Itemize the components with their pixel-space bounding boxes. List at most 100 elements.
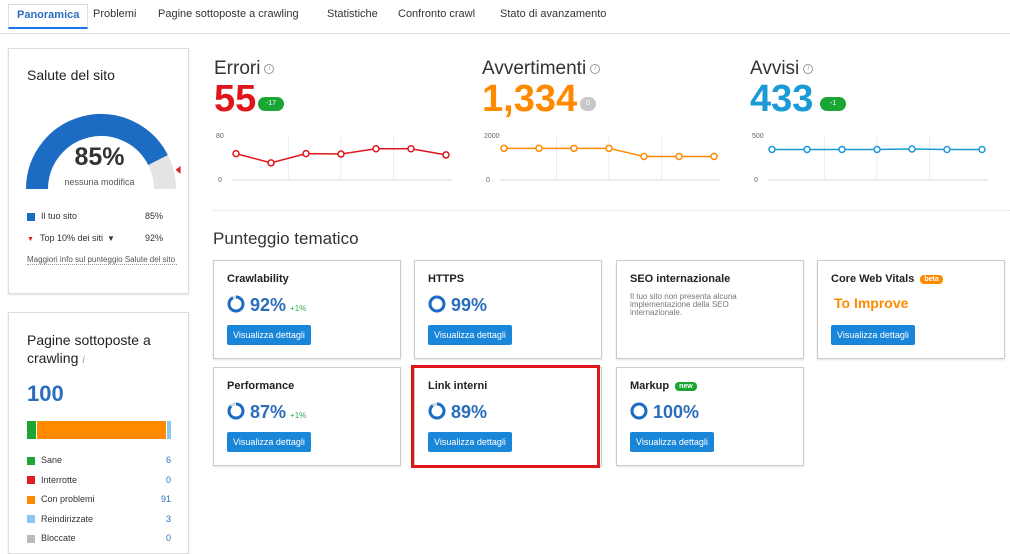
info-icon[interactable]: i — [803, 63, 814, 74]
crawled-legend-count[interactable]: 0 — [165, 533, 171, 543]
health-more-info-link[interactable]: Maggiori info sul punteggio Salute del s… — [27, 255, 177, 265]
card-note: Il tuo sito non presenta alcuna implemen… — [630, 292, 737, 317]
view-details-button[interactable]: Visualizza dettagli — [227, 432, 311, 452]
crawled-legend-count[interactable]: 91 — [160, 494, 171, 504]
crawled-pages-bar — [27, 421, 172, 439]
data-point — [605, 144, 613, 153]
card-score: 100% — [630, 402, 699, 423]
site-health-subtext: nessuna modifica — [64, 177, 135, 187]
y-tick-max: 500 — [752, 133, 764, 140]
card-status: To Improve — [834, 295, 909, 311]
card-crawlability: Crawlability 92% +1% Visualizza dettagli — [213, 260, 401, 359]
card-title: Crawlability — [227, 273, 289, 285]
card-title: SEO internazionale — [630, 273, 731, 285]
info-icon[interactable]: i — [82, 355, 85, 366]
metric-title: Avvertimenti i — [482, 58, 601, 80]
tab-problemi[interactable]: Problemi — [93, 8, 137, 20]
crawled-legend-item: Sane — [27, 455, 62, 465]
progress-ring-icon — [428, 295, 446, 313]
data-point — [535, 144, 543, 153]
card-title: Performance — [227, 380, 295, 392]
card-core-web-vitals: Core Web Vitals beta To Improve Visualizz… — [817, 260, 1005, 359]
card-title: Markup new — [630, 380, 697, 392]
metric-delta-badge: -1 — [820, 97, 846, 111]
your-site-swatch — [27, 212, 35, 221]
data-point — [267, 159, 275, 167]
tab-statistiche[interactable]: Statistiche — [327, 8, 378, 20]
data-point — [232, 149, 240, 158]
view-details-button[interactable]: Visualizza dettagli — [227, 325, 311, 345]
data-point — [710, 152, 718, 161]
data-point — [640, 152, 648, 161]
legend-your-site: Il tuo sito — [27, 211, 77, 221]
site-health-gauge — [26, 114, 181, 190]
card-seo-internazionale: SEO internazionale Il tuo sito non prese… — [616, 260, 804, 359]
site-health-card: Salute del sito 85% nessuna modifica Il … — [8, 48, 189, 294]
metric-title: Errori i — [214, 58, 275, 80]
legend-your-site-value: 85% — [145, 211, 164, 221]
metric-sparkline: 2000 0 — [484, 133, 720, 184]
card-markup: Markup new 100% Visualizza dettagli — [616, 367, 804, 466]
metric-value[interactable]: 1,334 — [482, 78, 578, 120]
legend-top10-value: 92% — [145, 233, 164, 243]
legend-swatch — [27, 495, 35, 504]
view-details-button[interactable]: Visualizza dettagli — [630, 432, 714, 452]
legend-top10[interactable]: ▼ Top 10% dei siti ▼ — [27, 233, 115, 243]
tab-bar: Panoramica Problemi Pagine sottoposte a … — [0, 0, 1010, 34]
metric-title: Avvisi i — [750, 58, 814, 80]
new-badge: new — [675, 381, 697, 391]
crawled-legend-count[interactable]: 3 — [165, 513, 171, 524]
view-details-button[interactable]: Visualizza dettagli — [428, 432, 512, 452]
data-point — [803, 145, 811, 154]
beta-badge: beta — [920, 274, 943, 284]
y-tick-max: 80 — [216, 133, 224, 140]
data-point — [978, 145, 986, 154]
chevron-down-icon: ▼ — [106, 234, 115, 243]
crawled-legend-item: Bloccate — [27, 533, 76, 543]
crawled-pages-total: 100 — [27, 381, 64, 406]
triangle-down-icon: ▼ — [27, 236, 34, 243]
legend-swatch — [27, 476, 35, 485]
crawled-bar-segment — [166, 421, 171, 439]
crawled-pages-title: Pagine sottoposte a crawling i — [27, 332, 151, 366]
y-tick-min: 0 — [754, 177, 758, 184]
info-icon[interactable]: i — [590, 63, 601, 74]
metric-delta-badge: -17 — [258, 97, 284, 111]
crawled-pages-card: Pagine sottoposte a crawling i 100 Sane 6 I… — [8, 312, 189, 554]
data-point — [943, 145, 951, 154]
crawled-bar-segment — [27, 421, 36, 439]
crawled-legend-count[interactable]: 6 — [165, 455, 171, 465]
progress-ring-icon — [227, 295, 245, 313]
metric-value[interactable]: 55 — [214, 78, 257, 120]
card-title: Core Web Vitals beta — [831, 273, 943, 285]
y-tick-min: 0 — [486, 177, 490, 184]
site-health-percent: 85% — [74, 143, 125, 171]
data-point — [407, 145, 415, 153]
metric-delta-badge: 0 — [580, 97, 596, 111]
tab-confronto-crawl[interactable]: Confronto crawl — [398, 8, 476, 20]
view-details-button[interactable]: Visualizza dettagli — [428, 325, 512, 345]
highlight-box — [411, 365, 600, 468]
divider — [213, 210, 1010, 211]
tab-panoramica[interactable]: Panoramica — [8, 4, 89, 29]
tab-pagine-crawling[interactable]: Pagine sottoposte a crawling — [158, 8, 299, 20]
data-point — [908, 145, 916, 153]
view-details-button[interactable]: Visualizza dettagli — [831, 325, 915, 345]
legend-swatch — [27, 515, 35, 524]
top10-marker-icon — [175, 165, 181, 174]
metric-value[interactable]: 433 — [750, 78, 814, 120]
card-title: HTTPS — [428, 273, 465, 285]
site-health-title: Salute del sito — [27, 67, 115, 83]
crawled-legend-item: Con problemi — [27, 494, 95, 504]
legend-swatch — [27, 534, 35, 543]
data-point — [337, 150, 345, 158]
tab-stato-avanzamento[interactable]: Stato di avanzamento — [500, 8, 607, 20]
crawled-legend-count[interactable]: 0 — [165, 474, 171, 485]
card-https: HTTPS 99% Visualizza dettagli — [414, 260, 602, 359]
crawled-legend-item: Interrotte — [27, 475, 77, 485]
crawled-legend-item: Reindirizzate — [27, 514, 93, 524]
progress-ring-icon — [630, 402, 648, 420]
metric-sparkline: 500 0 — [752, 133, 988, 184]
data-point — [675, 152, 683, 161]
info-icon[interactable]: i — [264, 63, 275, 74]
